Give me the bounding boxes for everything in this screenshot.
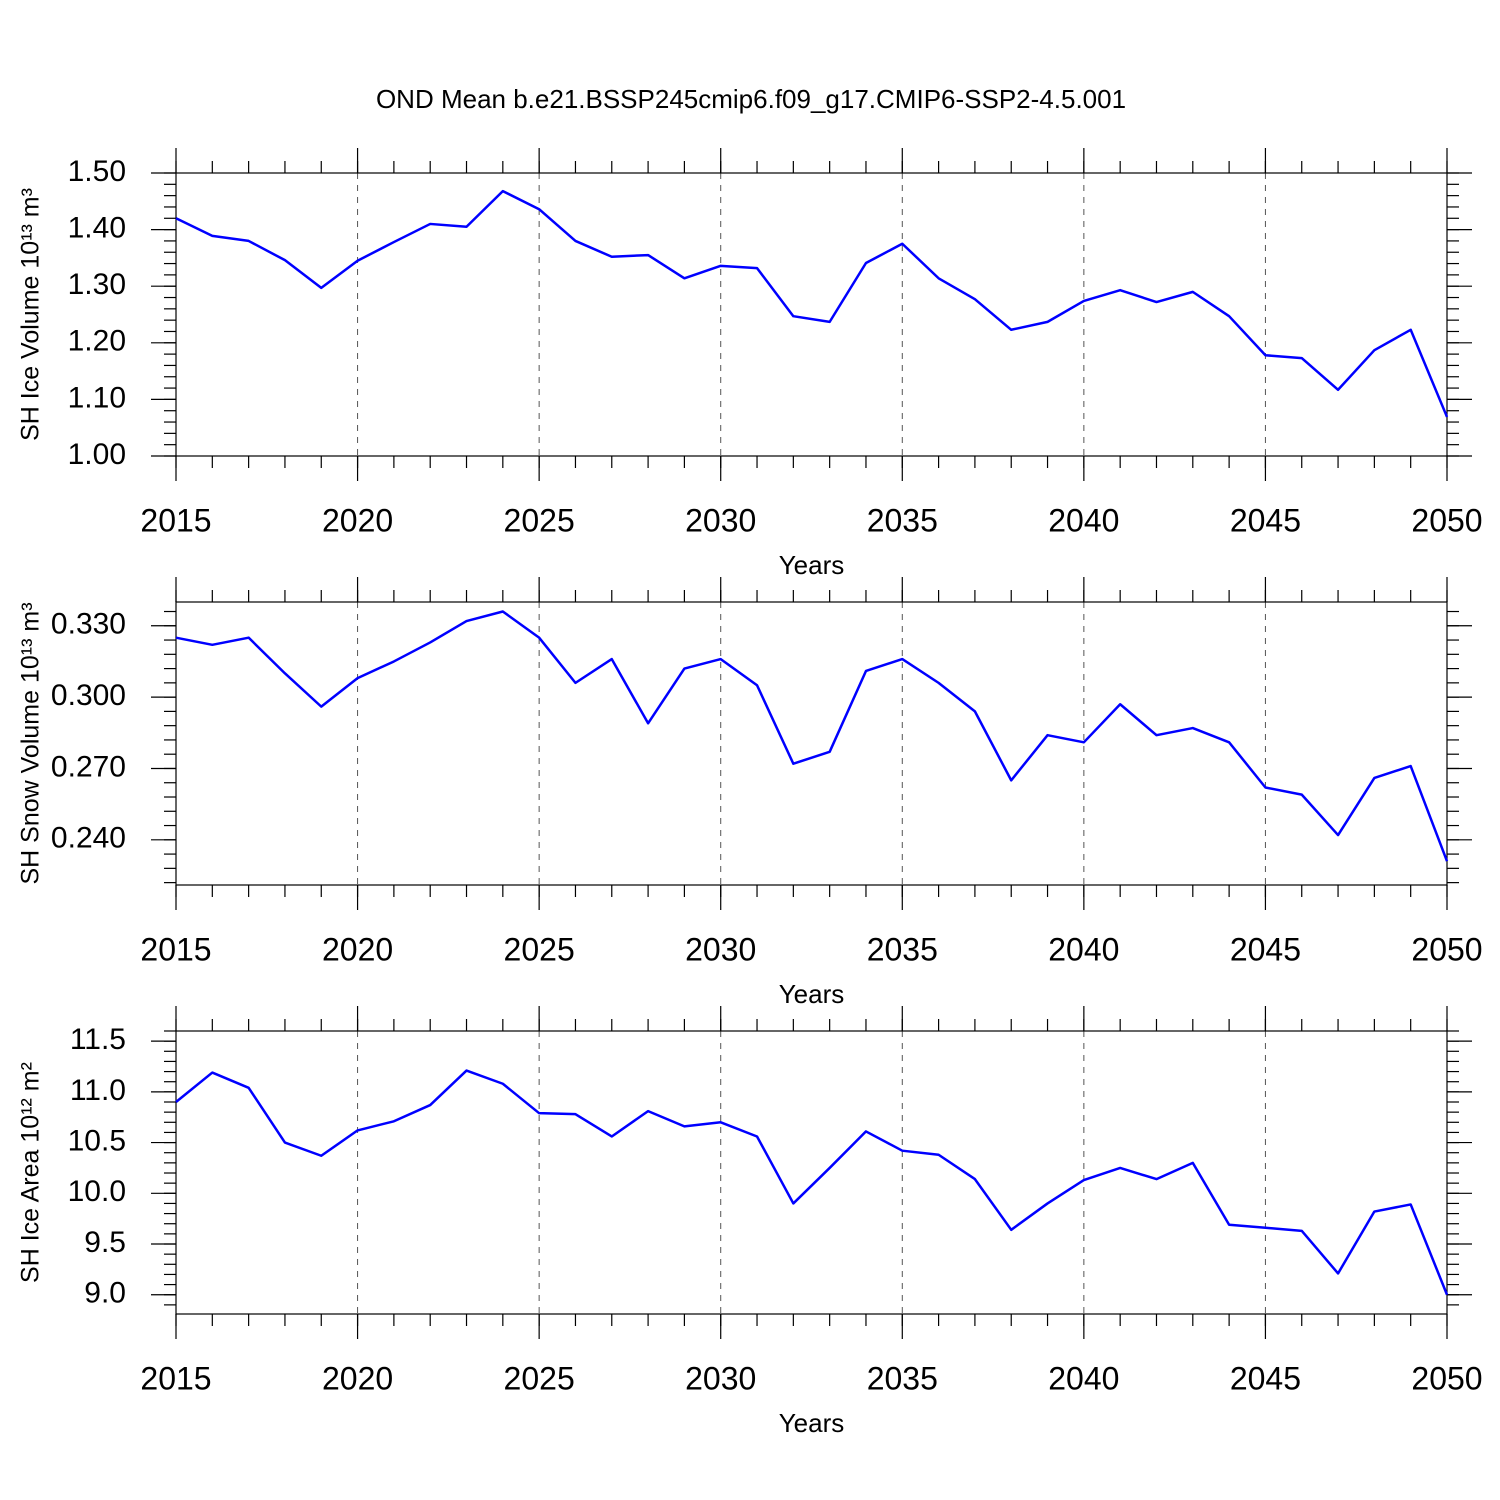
data-line xyxy=(175,610,1449,862)
x-axis-label: Years xyxy=(779,1408,845,1438)
x-axis-label: Years xyxy=(779,979,845,1009)
y-tick-label: 11.5 xyxy=(70,1023,126,1056)
x-tick-label: 2050 xyxy=(1411,502,1482,538)
y-axis-label: SH Snow Volume 10¹³ m³ xyxy=(17,602,45,884)
x-tick-label: 2050 xyxy=(1411,1360,1482,1396)
x-axis-label: Years xyxy=(779,550,845,580)
x-tick-label: 2035 xyxy=(867,502,938,538)
y-tick-label: 10.5 xyxy=(68,1124,126,1157)
y-axis-label: SH Ice Area 10¹² m² xyxy=(17,1062,45,1283)
y-tick-label: 1.30 xyxy=(68,268,126,301)
y-tick-label: 0.300 xyxy=(51,679,126,712)
x-tick-label: 2045 xyxy=(1230,1360,1301,1396)
y-tick-label: 0.330 xyxy=(51,608,126,641)
x-tick-label: 2020 xyxy=(322,931,393,967)
y-tick-label: 10.0 xyxy=(68,1175,126,1208)
x-tick-label: 2045 xyxy=(1230,502,1301,538)
x-tick-label: 2045 xyxy=(1230,931,1301,967)
y-tick-label: 11.0 xyxy=(70,1074,126,1107)
x-tick-label: 2025 xyxy=(504,931,575,967)
y-tick-label: 1.20 xyxy=(68,325,126,358)
x-tick-label: 2035 xyxy=(867,931,938,967)
x-tick-label: 2025 xyxy=(504,502,575,538)
x-tick-label: 2035 xyxy=(867,1360,938,1396)
y-tick-label: 0.270 xyxy=(51,750,126,783)
y-tick-label: 1.50 xyxy=(68,155,126,188)
x-tick-label: 2025 xyxy=(504,1360,575,1396)
panel: 2015 2020 2025 2030 2035 2040 2045 2050 9.0 9.5 10… xyxy=(17,1006,1483,1438)
data-line xyxy=(175,1069,1449,1296)
x-tick-label: 2020 xyxy=(322,1360,393,1396)
x-tick-label: 2040 xyxy=(1048,502,1119,538)
x-tick-label: 2015 xyxy=(140,502,211,538)
panel: 2015 2020 2025 2030 2035 2040 2045 2050 1.00 1.10… xyxy=(17,148,1483,580)
x-tick-label: 2030 xyxy=(685,1360,756,1396)
x-tick-label: 2030 xyxy=(685,931,756,967)
x-tick-label: 2040 xyxy=(1048,1360,1119,1396)
plot-frame xyxy=(175,172,1448,457)
x-tick-label: 2015 xyxy=(140,1360,211,1396)
x-tick-label: 2015 xyxy=(140,931,211,967)
plot-frame xyxy=(175,1030,1448,1315)
panel: 2015 2020 2025 2030 2035 2040 2045 2050 0.240 0.2… xyxy=(17,577,1483,1009)
data-line xyxy=(175,189,1449,418)
x-tick-label: 2040 xyxy=(1048,931,1119,967)
y-tick-label: 9.5 xyxy=(84,1226,126,1259)
x-tick-label: 2050 xyxy=(1411,931,1482,967)
y-tick-label: 1.40 xyxy=(68,212,126,245)
figure-title: OND Mean b.e21.BSSP245cmip6.f09_g17.CMIP… xyxy=(376,84,1126,114)
y-axis-label: SH Ice Volume 10¹³ m³ xyxy=(17,188,45,441)
x-tick-label: 2020 xyxy=(322,502,393,538)
y-tick-label: 1.10 xyxy=(68,381,126,414)
y-tick-label: 1.00 xyxy=(68,438,126,471)
x-tick-label: 2030 xyxy=(685,502,756,538)
y-tick-label: 9.0 xyxy=(84,1277,126,1310)
plot-frame xyxy=(175,601,1448,886)
y-tick-label: 0.240 xyxy=(51,822,126,855)
